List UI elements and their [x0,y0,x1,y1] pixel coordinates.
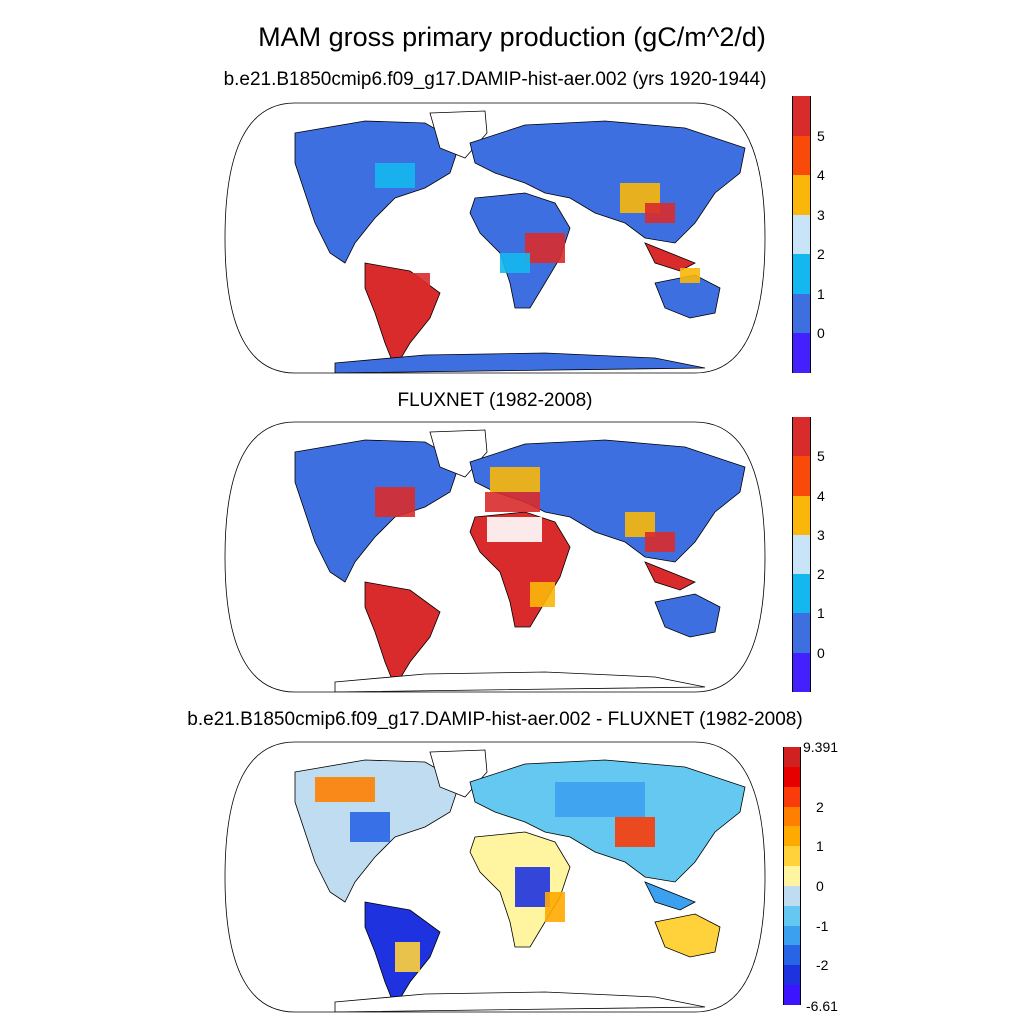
value-patch [395,273,430,313]
map-panel-2 [224,421,766,693]
continent-seasia [644,242,696,272]
colorbar-tick-label: 1 [816,838,824,855]
colorbar-segment [784,806,800,827]
value-patch [500,253,530,273]
colorbar-segment [793,214,810,255]
panel-2-title: FLUXNET (1982-2008) [397,390,593,411]
value-patch [375,487,415,517]
value-patch [645,532,675,552]
continent-australia [654,593,721,638]
figure-title: MAM gross primary production (gC/m^2/d) [258,22,766,52]
map-frame [224,102,766,374]
colorbar-segment [784,747,800,767]
colorbar-segment [793,96,810,136]
value-patch [487,517,542,542]
colorbar-tick-label: -2 [816,957,829,974]
colorbar-segment [793,534,810,575]
map-panel-1 [224,102,766,374]
colorbar-tick-label: 1 [817,285,825,302]
colorbar-segment [793,456,810,496]
colorbar-tick-label: -1 [816,917,829,934]
panel-3-colorbar [783,747,801,1005]
map-panel-3 [224,741,766,1013]
colorbar-tick-label: 4 [817,487,825,504]
value-patch [485,492,540,512]
value-patch [675,927,705,947]
colorbar-top-label: 9.391 [803,739,839,755]
value-patch [545,892,565,922]
land-areas [294,429,746,692]
colorbar-segment [793,293,810,334]
panel-1-title: b.e21.B1850cmip6.f09_g17.DAMIP-hist-aer.… [223,69,767,90]
colorbar-segment [784,885,800,906]
colorbar-tick-label: 4 [817,167,825,184]
colorbar-segment [784,905,800,926]
value-patch [315,777,375,802]
land-areas [294,110,746,373]
colorbar-segment [793,574,810,614]
value-patch [555,782,645,817]
colorbar-segment [784,945,800,966]
colorbar-tick-label: 0 [817,644,825,661]
continent-namerica [294,120,461,264]
value-patch [375,163,415,188]
value-patch [525,233,565,263]
colorbar-segment [793,333,810,373]
value-patch [395,942,420,972]
colorbar-tick-label: 0 [816,877,824,894]
value-patch [350,812,390,842]
panel-1-colorbar [792,96,811,373]
colorbar-segment [784,925,800,946]
colorbar-tick-label: 2 [816,798,824,815]
colorbar-segment [784,965,800,986]
value-patch [530,582,555,607]
colorbar-segment [784,766,800,787]
colorbar-tick-label: 3 [817,206,825,223]
value-patch [615,817,655,847]
colorbar-segment [784,786,800,807]
map-frame [224,741,766,1013]
colorbar-segment [793,254,810,294]
colorbar-tick-label: 5 [817,448,825,465]
value-patch [515,867,550,907]
map-frame [224,421,766,693]
colorbar-segment [784,846,800,867]
colorbar-tick-label: 3 [817,526,825,543]
panel-2-colorbar [792,417,811,692]
colorbar-tick-label: 0 [817,325,825,342]
continent-seasia [644,881,696,911]
colorbar-segment [793,417,810,457]
colorbar-segment [784,826,800,847]
continent-seasia [644,561,696,591]
value-patch [680,268,700,283]
colorbar-tick-label: 1 [817,605,825,622]
panel-3-title: b.e21.B1850cmip6.f09_g17.DAMIP-hist-aer.… [187,709,803,730]
colorbar-tick-label: 5 [817,127,825,144]
colorbar-segment [793,613,810,653]
land-areas [294,749,746,1012]
colorbar-segment [793,652,810,692]
continent-samerica [364,581,441,688]
colorbar-segment [793,175,810,215]
colorbar-segment [784,985,800,1005]
colorbar-tick-label: 2 [817,566,825,583]
colorbar-bottom-label: -6.61 [806,998,838,1014]
value-patch [490,467,540,492]
colorbar-segment [793,495,810,535]
colorbar-segment [784,866,800,886]
colorbar-segment [793,135,810,176]
colorbar-tick-label: 2 [817,246,825,263]
value-patch [645,203,675,223]
